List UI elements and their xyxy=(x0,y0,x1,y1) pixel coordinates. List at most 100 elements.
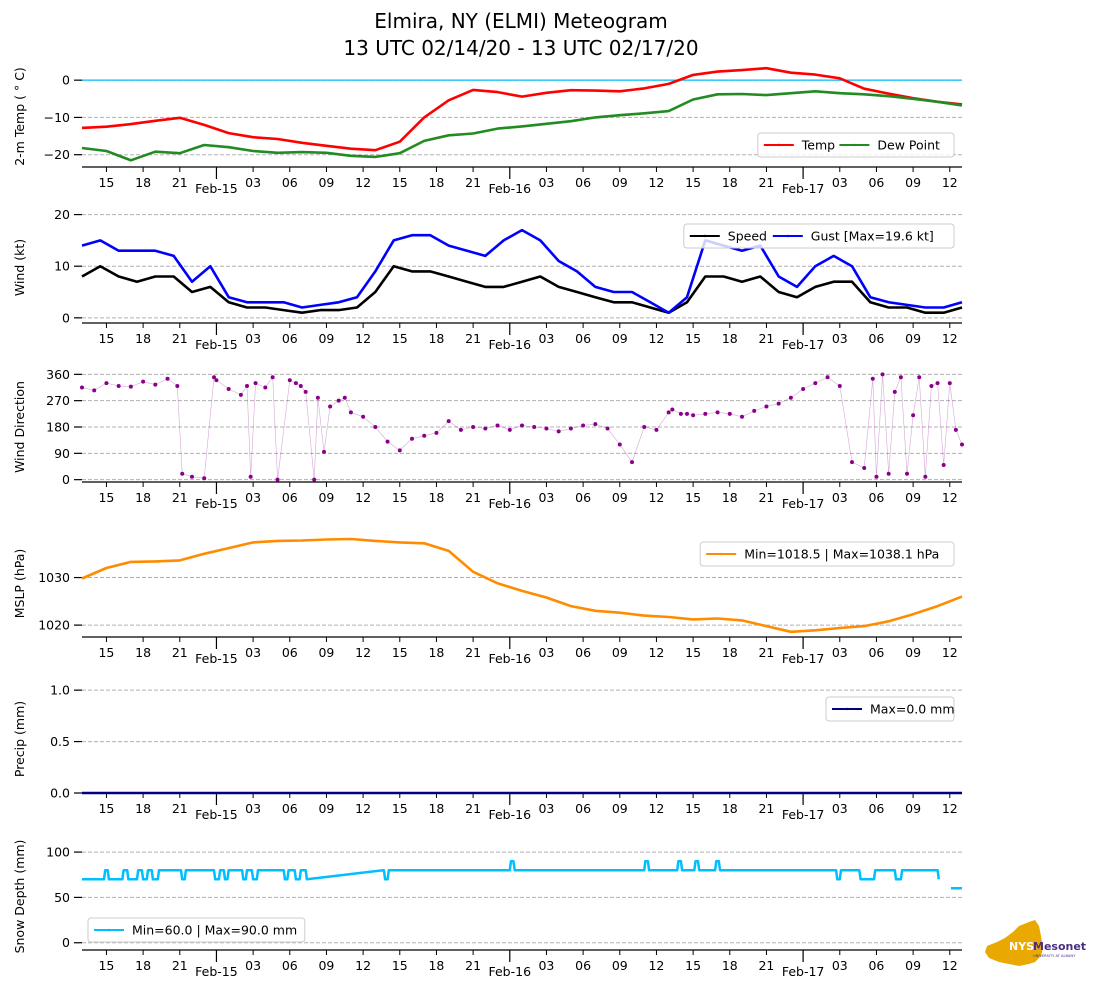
wind-direction-point xyxy=(253,381,258,386)
x-tick-label: 03 xyxy=(832,801,848,816)
x-tick-label: 12 xyxy=(648,958,664,973)
y-axis-label: Wind (kt) xyxy=(12,239,27,296)
x-tick-label: 12 xyxy=(355,801,371,816)
x-tick-label: 12 xyxy=(942,645,958,660)
x-tick-label: 18 xyxy=(135,490,151,505)
x-tick-label: 21 xyxy=(465,645,481,660)
wind-direction-point xyxy=(153,382,158,387)
x-tick-label: 15 xyxy=(392,801,408,816)
logo-sub-text: UNIVERSITY AT ALBANY xyxy=(1033,954,1076,958)
y-tick-label: 1020 xyxy=(38,618,70,633)
x-tick-label: 15 xyxy=(98,801,114,816)
x-tick-label: 15 xyxy=(392,958,408,973)
wind-direction-point xyxy=(165,376,170,381)
x-tick-label: 09 xyxy=(612,958,628,973)
x-tick-label: 18 xyxy=(428,958,444,973)
x-tick-label: 03 xyxy=(538,645,554,660)
x-tick-label: 12 xyxy=(355,331,371,346)
x-tick-label: 03 xyxy=(832,175,848,190)
wind-direction-point xyxy=(104,381,109,386)
x-tick-label: 09 xyxy=(318,958,334,973)
legend-label: Temp xyxy=(801,138,835,153)
x-tick-label: 21 xyxy=(758,175,774,190)
x-tick-label: 18 xyxy=(722,175,738,190)
x-tick-label: 21 xyxy=(172,175,188,190)
legend-label: Gust [Max=19.6 kt] xyxy=(811,229,934,244)
panel-wind: 0 10 20 Wind (kt) 15 18 21 03 06 09 12 15 18 21 03 06 09… xyxy=(12,207,963,352)
x-tick-label: 03 xyxy=(538,331,554,346)
wind-direction-point xyxy=(850,460,854,465)
legend-marker xyxy=(853,143,856,147)
x-tick-label: 15 xyxy=(98,331,114,346)
wind-direction-point xyxy=(520,423,524,428)
x-tick-label: 09 xyxy=(905,958,921,973)
wind-direction-point xyxy=(202,476,207,481)
y-axis-label: Wind Direction xyxy=(12,381,27,473)
wind-direction-point xyxy=(870,376,875,381)
x-tick-label: 18 xyxy=(428,645,444,660)
wind-direction-point xyxy=(605,426,610,431)
x-tick-label: 21 xyxy=(465,331,481,346)
wind-direction-point xyxy=(92,388,97,393)
wind-direction-point xyxy=(397,448,402,453)
wind-direction-point xyxy=(874,474,879,479)
wind-direction-point xyxy=(275,477,280,482)
wind-direction-point xyxy=(385,439,390,444)
panel-temp: 0 −10 −20 2-m Temp ( ° C) 15 18 21 03 06 09 12 15 18… xyxy=(12,66,963,196)
wind-direction-point xyxy=(801,386,806,391)
wind-direction-point xyxy=(764,404,769,409)
x-tick-label: 21 xyxy=(465,490,481,505)
x-day-label: Feb-15 xyxy=(195,651,238,666)
legend-marker xyxy=(786,234,789,238)
series-line-min xyxy=(82,859,962,890)
x-tick-label: 09 xyxy=(612,801,628,816)
series-line-min xyxy=(81,537,963,634)
x-tick-label: 03 xyxy=(832,490,848,505)
wind-direction-point xyxy=(752,408,757,413)
x-tick-label: 15 xyxy=(685,801,701,816)
wind-direction-point xyxy=(226,386,231,391)
legend-label: Dew Point xyxy=(877,138,940,153)
x-tick-label: 06 xyxy=(575,958,591,973)
panel-mslp: 1020 1030 MSLP (hPa) 15 18 21 03 06 09 12 15 18 21 03… xyxy=(12,537,963,666)
x-tick-label: 09 xyxy=(612,490,628,505)
wind-direction-point xyxy=(666,410,671,415)
x-tick-label: 09 xyxy=(612,331,628,346)
x-day-label: Feb-16 xyxy=(488,181,531,196)
legend-mslp: Min=1018.5 | Max=1038.1 hPa xyxy=(699,541,955,567)
x-tick-label: 06 xyxy=(868,331,884,346)
x-tick-label: 21 xyxy=(758,490,774,505)
legend-marker xyxy=(107,928,111,932)
x-tick-label: 18 xyxy=(428,490,444,505)
x-tick-label: 06 xyxy=(575,490,591,505)
y-tick-label: 0 xyxy=(62,935,70,950)
x-tick-label: 09 xyxy=(905,175,921,190)
panel-precip: 0.0 0.5 1.0 Precip (mm) 15 18 21 03 06 09 12 15 18 21… xyxy=(12,683,962,822)
wind-direction-point xyxy=(303,389,308,394)
x-tick-label: 12 xyxy=(355,645,371,660)
wind-direction-point xyxy=(654,427,659,432)
x-tick-label: 21 xyxy=(758,645,774,660)
x-day-label: Feb-16 xyxy=(488,964,531,979)
wind-direction-point xyxy=(410,436,414,441)
x-tick-label: 21 xyxy=(172,958,188,973)
wind-direction-point xyxy=(471,425,476,429)
wind-direction-point xyxy=(315,395,320,400)
x-tick-label: 12 xyxy=(648,801,664,816)
wind-direction-point xyxy=(825,375,830,380)
wind-direction-point xyxy=(128,384,133,389)
x-tick-label: 03 xyxy=(538,175,554,190)
wind-direction-point xyxy=(923,474,928,479)
legend-marker xyxy=(845,707,849,711)
wind-direction-point xyxy=(630,460,634,465)
legend-wind: Speed Gust [Max=19.6 kt] xyxy=(683,223,955,249)
x-tick-label: 12 xyxy=(355,958,371,973)
x-day-label: Feb-17 xyxy=(782,181,825,196)
wind-direction-point xyxy=(776,401,781,406)
x-day-label: Feb-16 xyxy=(488,651,531,666)
wind-direction-point xyxy=(740,414,744,419)
y-tick-label: 1030 xyxy=(38,570,70,585)
x-tick-label: 03 xyxy=(538,801,554,816)
x-tick-label: 09 xyxy=(905,645,921,660)
x-tick-label: 15 xyxy=(685,175,701,190)
